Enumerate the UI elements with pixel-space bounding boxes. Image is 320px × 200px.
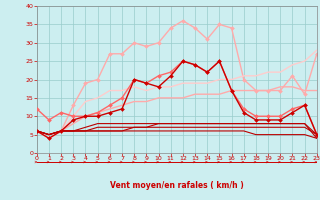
Text: Vent moyen/en rafales ( km/h ): Vent moyen/en rafales ( km/h ) <box>110 182 244 190</box>
